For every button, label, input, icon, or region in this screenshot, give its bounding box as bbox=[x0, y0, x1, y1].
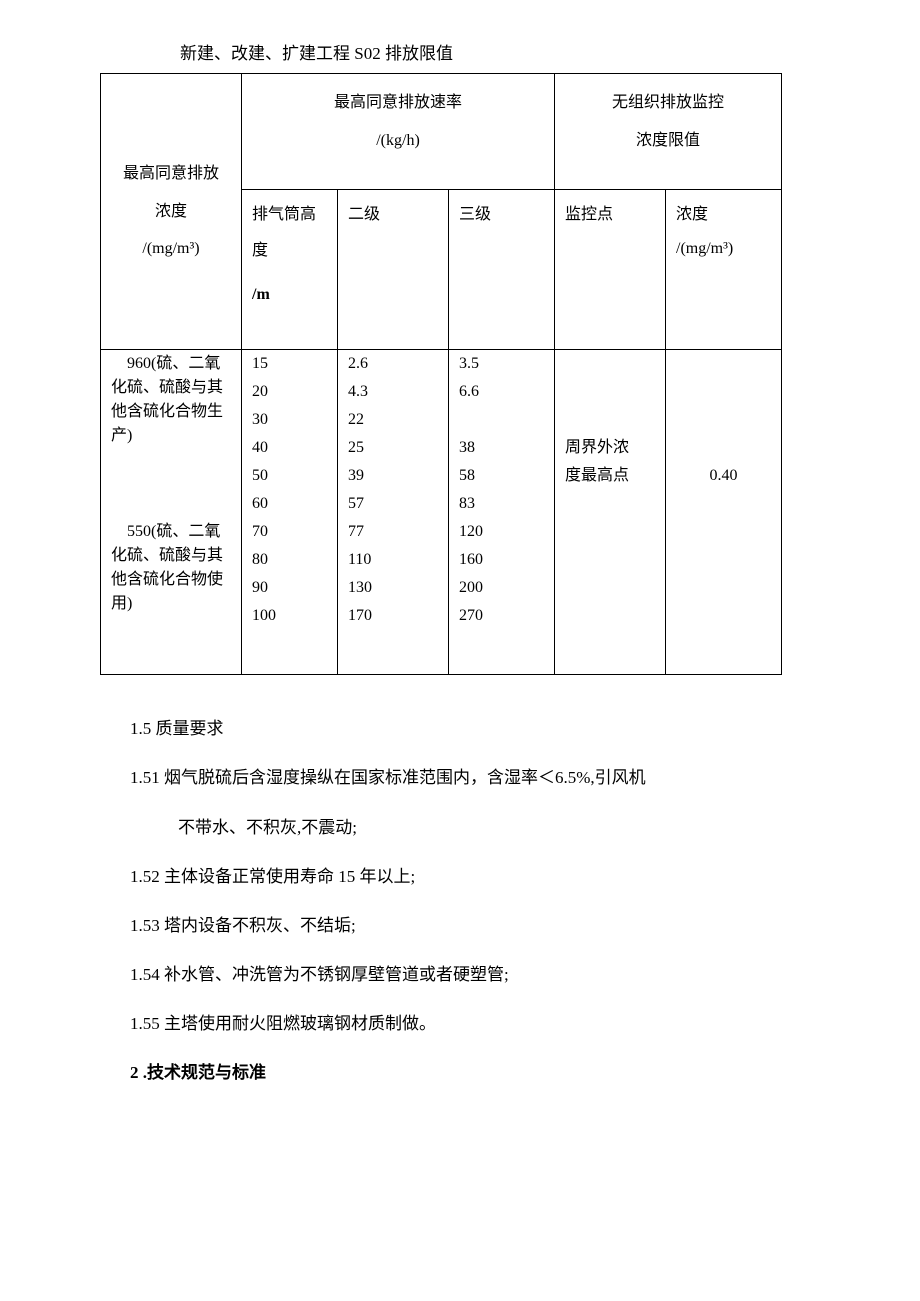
h-6: 70 bbox=[242, 518, 338, 546]
l3-9: 270 bbox=[449, 602, 555, 630]
desc-550: 550(硫、二氧化硫、硫酸与其他含硫化合物使用) bbox=[101, 518, 242, 675]
mc-8 bbox=[666, 574, 782, 602]
mc-9 bbox=[666, 602, 782, 630]
hdr-c3-l2: 浓度限值 bbox=[565, 128, 771, 154]
l3-0: 3.5 bbox=[449, 350, 555, 379]
mp-8 bbox=[555, 574, 666, 602]
mc-2 bbox=[666, 406, 782, 434]
hdr-c2-l2: /(kg/h) bbox=[252, 128, 544, 154]
l2-6: 77 bbox=[338, 518, 449, 546]
mp-1 bbox=[555, 378, 666, 406]
l3-8: 200 bbox=[449, 574, 555, 602]
h-7: 80 bbox=[242, 546, 338, 574]
header-max-rate: 最高同意排放速率 /(kg/h) bbox=[242, 74, 555, 190]
mp-2 bbox=[555, 406, 666, 434]
subheader-stack-height: 排气筒高 度 /m bbox=[242, 190, 338, 350]
mc-7 bbox=[666, 546, 782, 574]
p-1-55: 1.55 主塔使用耐火阻燃玻璃钢材质制做。 bbox=[130, 1010, 820, 1037]
hdr-c1-l2: 浓度 bbox=[111, 199, 231, 225]
l2-4: 39 bbox=[338, 462, 449, 490]
l3-7: 160 bbox=[449, 546, 555, 574]
table-title: 新建、改建、扩建工程 S02 排放限值 bbox=[60, 40, 860, 67]
h-3: 40 bbox=[242, 434, 338, 462]
subheader-monitor-point: 监控点 bbox=[555, 190, 666, 350]
l2-9: 170 bbox=[338, 602, 449, 630]
sub-conc-unit: /(mg/m³) bbox=[676, 236, 771, 262]
mp-9 bbox=[555, 602, 666, 630]
mp-5 bbox=[555, 490, 666, 518]
header-unorganized: 无组织排放监控 浓度限值 bbox=[555, 74, 782, 190]
h-8: 90 bbox=[242, 574, 338, 602]
subheader-level2: 二级 bbox=[338, 190, 449, 350]
body-text: 1.5 质量要求 1.51 烟气脱硫后含湿度操纵在国家标准范围内，含湿率＜6.5… bbox=[130, 715, 820, 1087]
l3-4: 58 bbox=[449, 462, 555, 490]
p-1-5: 1.5 质量要求 bbox=[130, 715, 820, 742]
p-1-51: 1.51 烟气脱硫后含湿度操纵在国家标准范围内，含湿率＜6.5%,引风机 bbox=[130, 764, 820, 791]
pad-h bbox=[242, 630, 338, 675]
p-1-52: 1.52 主体设备正常使用寿命 15 年以上; bbox=[130, 863, 820, 890]
sub-h-unit: /m bbox=[252, 282, 327, 308]
h-1: 20 bbox=[242, 378, 338, 406]
mp-0 bbox=[555, 350, 666, 379]
l3-6: 120 bbox=[449, 518, 555, 546]
p-1-51b: 不带水、不积灰,不震动; bbox=[130, 814, 820, 841]
l3-2 bbox=[449, 406, 555, 434]
l2-3: 25 bbox=[338, 434, 449, 462]
hdr-c1-l1: 最高同意排放 bbox=[111, 161, 231, 187]
h-4: 50 bbox=[242, 462, 338, 490]
monitor-conc-cell: 0.40 bbox=[666, 462, 782, 490]
hdr-c2-l1: 最高同意排放速率 bbox=[252, 90, 544, 116]
subheader-level3: 三级 bbox=[449, 190, 555, 350]
mc-3 bbox=[666, 434, 782, 462]
desc-960: 960(硫、二氧化硫、硫酸与其他含硫化合物生产) bbox=[101, 350, 242, 519]
sub-h-label2: 度 bbox=[252, 238, 327, 264]
l3-1: 6.6 bbox=[449, 378, 555, 406]
l2-5: 57 bbox=[338, 490, 449, 518]
header-max-concentration: 最高同意排放 浓度 /(mg/m³) bbox=[101, 74, 242, 350]
pad-mc bbox=[666, 630, 782, 675]
mc-6 bbox=[666, 518, 782, 546]
mp-7 bbox=[555, 546, 666, 574]
l2-2: 22 bbox=[338, 406, 449, 434]
p-2: 2 .技术规范与标准 bbox=[130, 1059, 820, 1086]
hdr-c1-l3: /(mg/m³) bbox=[111, 236, 231, 262]
mc-0 bbox=[666, 350, 782, 379]
l2-0: 2.6 bbox=[338, 350, 449, 379]
mc-1 bbox=[666, 378, 782, 406]
mc-5 bbox=[666, 490, 782, 518]
sub-h-label: 排气筒高 bbox=[252, 202, 327, 228]
sub-conc-label: 浓度 bbox=[676, 202, 771, 228]
pad-mp bbox=[555, 630, 666, 675]
h-5: 60 bbox=[242, 490, 338, 518]
emission-table: 最高同意排放 浓度 /(mg/m³) 最高同意排放速率 /(kg/h) 无组织排… bbox=[100, 73, 782, 675]
pad-l3 bbox=[449, 630, 555, 675]
subheader-monitor-conc: 浓度 /(mg/m³) bbox=[666, 190, 782, 350]
l2-7: 110 bbox=[338, 546, 449, 574]
l2-8: 130 bbox=[338, 574, 449, 602]
p-1-53: 1.53 塔内设备不积灰、不结垢; bbox=[130, 912, 820, 939]
l3-3: 38 bbox=[449, 434, 555, 462]
l2-1: 4.3 bbox=[338, 378, 449, 406]
h-2: 30 bbox=[242, 406, 338, 434]
monitor-point-cell: 周界外浓 bbox=[555, 434, 666, 462]
pad-l2 bbox=[338, 630, 449, 675]
hdr-c3-l1: 无组织排放监控 bbox=[565, 90, 771, 116]
h-9: 100 bbox=[242, 602, 338, 630]
l3-5: 83 bbox=[449, 490, 555, 518]
p-1-54: 1.54 补水管、冲洗管为不锈钢厚壁管道或者硬塑管; bbox=[130, 961, 820, 988]
monitor-point-cell2: 度最高点 bbox=[555, 462, 666, 490]
mp-6 bbox=[555, 518, 666, 546]
h-0: 15 bbox=[242, 350, 338, 379]
